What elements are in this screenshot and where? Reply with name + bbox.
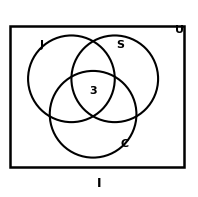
Text: C: C [121, 139, 129, 149]
Text: 3: 3 [89, 86, 97, 96]
Bar [10, 26, 184, 167]
Text: U: U [175, 25, 184, 34]
Text: J: J [40, 40, 44, 50]
Text: I: I [97, 177, 101, 190]
Text: S: S [117, 40, 125, 50]
